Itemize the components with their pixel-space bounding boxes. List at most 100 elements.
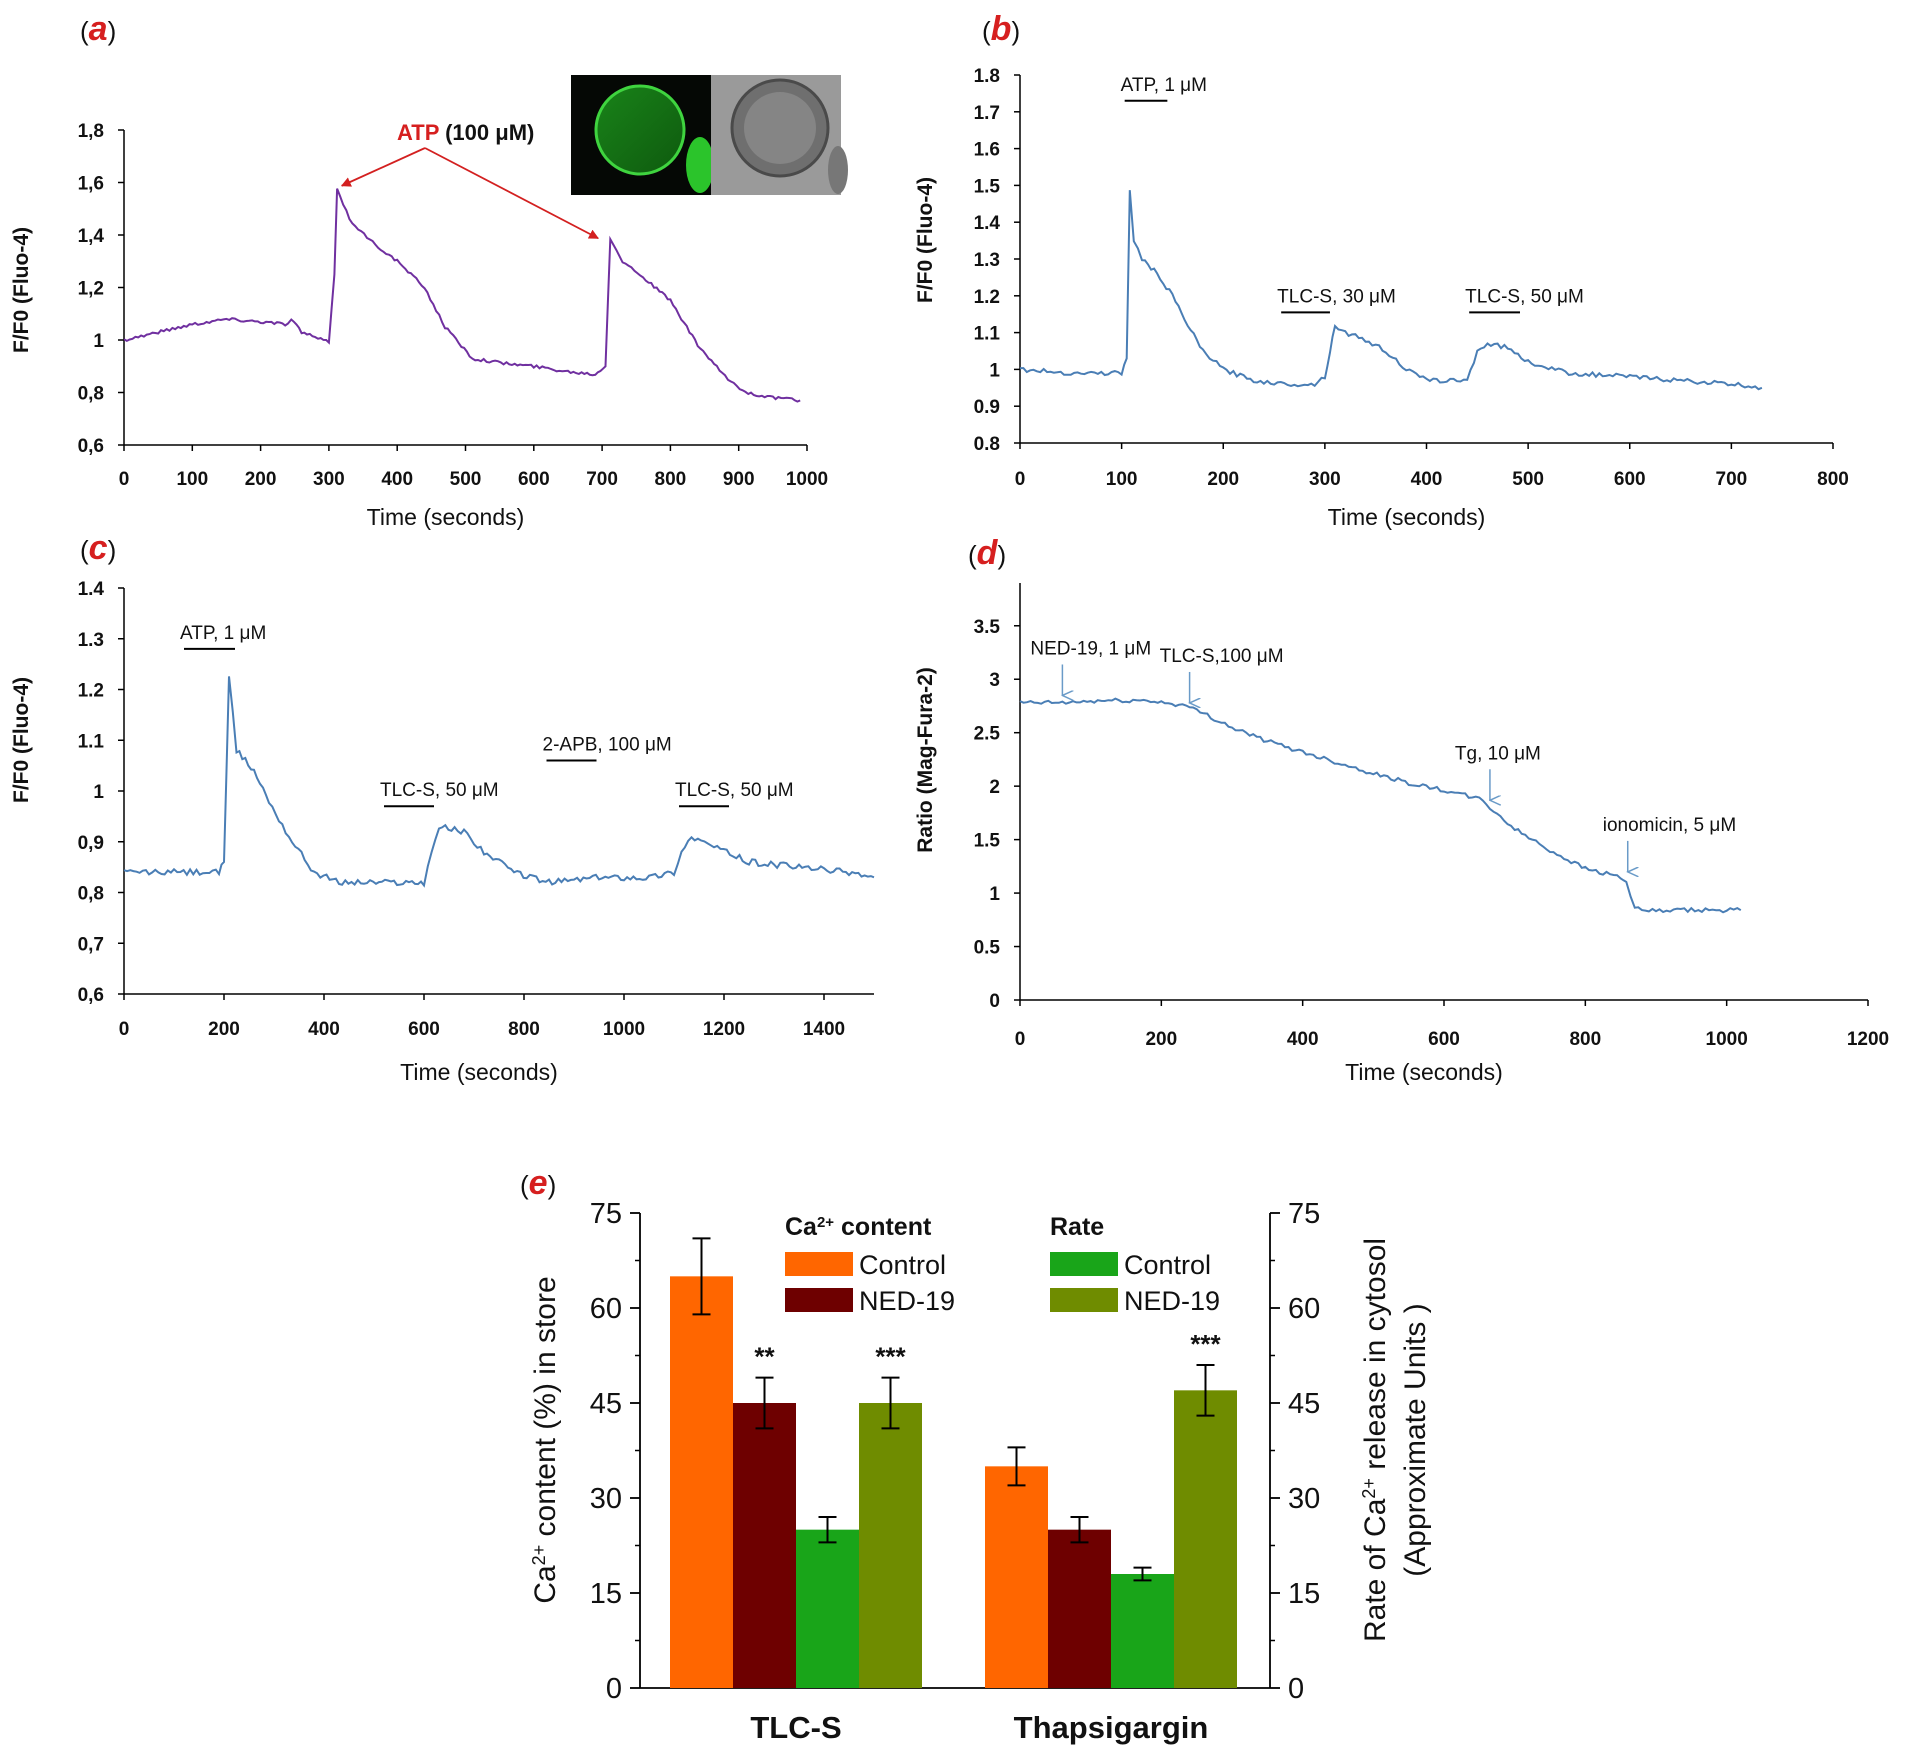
y-tick-label: 1.2 <box>78 681 104 702</box>
y-tick-label: 0,9 <box>78 833 104 854</box>
x-tick-label: 1000 <box>1706 1029 1748 1050</box>
treatment-label: 2-APB, 100 μM <box>543 735 672 756</box>
significance-stars: *** <box>1190 1329 1221 1359</box>
y-tick-label: 3.5 <box>974 617 1001 638</box>
y-tick-label: 1.3 <box>974 250 1000 271</box>
x-tick-label: 700 <box>586 469 618 490</box>
y-tick-label: 3 <box>989 670 1000 691</box>
panel-letter: a <box>89 10 108 48</box>
y-tick-label: 0,7 <box>78 934 104 955</box>
treatment-label: TLC-S, 30 μM <box>1277 286 1396 307</box>
panel-letter: d <box>977 534 999 572</box>
y-tick-label: 0 <box>989 991 1000 1012</box>
series-line <box>1019 697 1742 914</box>
y-tick-label: 1.3 <box>78 630 104 651</box>
y-tick-label: 1.7 <box>974 103 1000 124</box>
legend-title-sup: 2+ <box>817 1214 834 1231</box>
left-label-part: content (%) in store <box>529 1276 562 1544</box>
legend-title-part: Rate <box>1050 1213 1104 1241</box>
paren-close: ) <box>997 540 1006 570</box>
x-tick-label: 200 <box>1207 469 1239 490</box>
y-axis-label: Ratio (Mag-Fura-2) <box>914 667 937 853</box>
left-axis-label: Ca2+ content (%) in store <box>529 1276 562 1603</box>
x-tick-label: 600 <box>1614 469 1646 490</box>
treatment-label: TLC-S, 50 μM <box>1465 286 1584 307</box>
atp-black-text: (100 μM) <box>439 120 534 145</box>
series-line <box>123 188 801 403</box>
paren-open: ( <box>80 535 89 565</box>
y-tick-label: 1.6 <box>974 140 1000 161</box>
x-axis-label: Time (seconds) <box>1345 1059 1503 1085</box>
y-tick-label: 1.8 <box>974 66 1000 87</box>
x-tick-label: 200 <box>208 1019 240 1040</box>
right-tick-label: 30 <box>1288 1483 1320 1515</box>
y-tick-label: 1.5 <box>974 831 1001 852</box>
legend-item-label: NED-19 <box>1124 1286 1220 1316</box>
bar-3 <box>859 1403 922 1688</box>
x-tick-label: 1000 <box>603 1019 645 1040</box>
left-tick-label: 15 <box>590 1578 622 1610</box>
event-label: ionomicin, 5 μM <box>1603 815 1736 836</box>
right-tick-label: 15 <box>1288 1578 1320 1610</box>
right-tick-label: 60 <box>1288 1293 1320 1325</box>
paren-open: ( <box>80 16 89 46</box>
x-tick-label: 1400 <box>803 1019 845 1040</box>
left-tick-label: 30 <box>590 1483 622 1515</box>
legend-swatch <box>785 1288 853 1312</box>
x-axis-label: Time (seconds) <box>367 504 525 530</box>
category-label: TLC-S <box>750 1710 841 1745</box>
panel-label-a: (a) <box>80 10 116 48</box>
x-tick-label: 600 <box>1428 1029 1460 1050</box>
y-tick-label: 2 <box>989 777 1000 798</box>
x-tick-label: 400 <box>381 469 413 490</box>
legend-item-label: Control <box>859 1250 946 1280</box>
y-tick-label: 1 <box>93 782 104 803</box>
y-tick-label: 0.9 <box>974 397 1000 418</box>
paren-close: ) <box>108 535 117 565</box>
legend-item-label: Control <box>1124 1250 1211 1280</box>
atp-arrow <box>424 147 599 240</box>
x-tick-label: 600 <box>518 469 550 490</box>
y-tick-label: 1,6 <box>78 174 104 195</box>
x-tick-label: 500 <box>450 469 482 490</box>
y-axis-label: F/F0 (Fluo-4) <box>10 677 33 803</box>
x-tick-label: 200 <box>1145 1029 1177 1050</box>
x-tick-label: 300 <box>1309 469 1341 490</box>
bar-2 <box>1111 1574 1174 1688</box>
panel-label-e: (e) <box>520 1164 556 1202</box>
y-tick-label: 1,8 <box>78 121 104 142</box>
x-tick-label: 1000 <box>786 469 828 490</box>
event-label: NED-19, 1 μM <box>1030 638 1151 659</box>
legend-title-part: content <box>834 1213 932 1241</box>
panel-letter: e <box>529 1164 548 1202</box>
y-tick-label: 1 <box>989 360 1000 381</box>
x-tick-label: 0 <box>119 469 130 490</box>
paren-close: ) <box>548 1170 557 1200</box>
paren-open: ( <box>520 1170 529 1200</box>
x-tick-label: 900 <box>723 469 755 490</box>
x-tick-label: 0 <box>1015 469 1026 490</box>
legend-swatch <box>1050 1252 1118 1276</box>
x-tick-label: 0 <box>119 1019 130 1040</box>
legend-item-label: NED-19 <box>859 1286 955 1316</box>
x-tick-label: 300 <box>313 469 345 490</box>
panel-b: (b) 0 100 200 300 400 500 600 700 800 0.8 0.9 1 1.1 1.… <box>914 10 1849 530</box>
right-tick-label: 45 <box>1288 1388 1320 1420</box>
neighbour-cell <box>686 137 714 193</box>
y-tick-label: 1 <box>93 331 104 352</box>
x-tick-label: 600 <box>408 1019 440 1040</box>
panel-label-d: (d) <box>968 534 1006 572</box>
left-tick-label: 0 <box>606 1673 622 1705</box>
paren-open: ( <box>982 16 991 46</box>
fluorescent-cell <box>596 86 684 174</box>
y-tick-label: 1,4 <box>78 226 105 247</box>
category-label: Thapsigargin <box>1014 1710 1209 1745</box>
x-tick-label: 400 <box>1411 469 1443 490</box>
panel-a: (a) 0 100 200 300 400 500 600 700 800 900 1000 0,6 0,… <box>10 10 848 530</box>
paren-open: ( <box>968 540 977 570</box>
event-label: Tg, 10 μM <box>1455 743 1541 764</box>
x-tick-label: 100 <box>1106 469 1138 490</box>
atp-arrow <box>340 147 426 187</box>
panel-label-c: (c) <box>80 529 116 567</box>
